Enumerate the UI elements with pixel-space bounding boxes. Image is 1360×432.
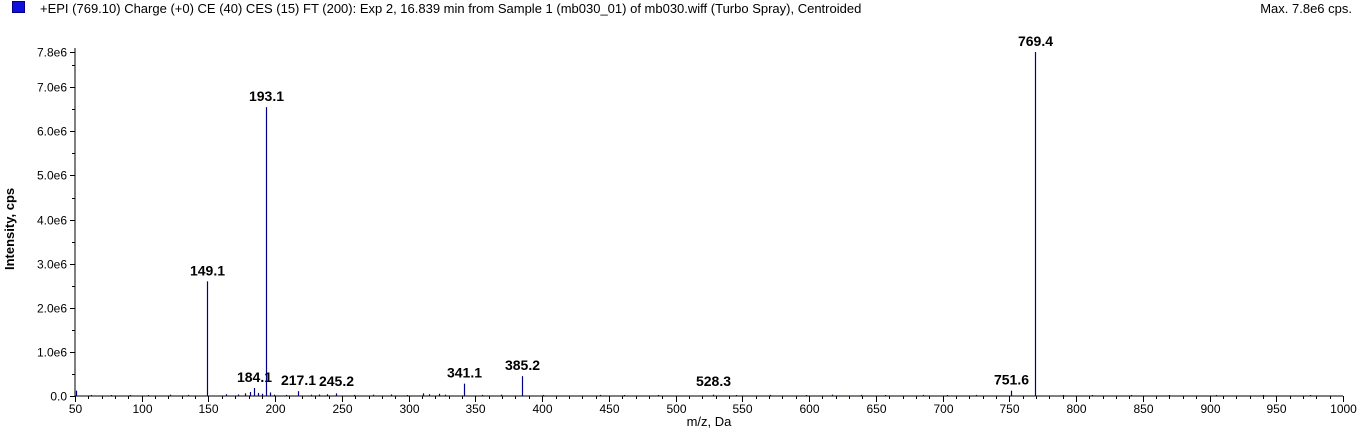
y-tick-label: 2.0e6 [37,302,67,316]
x-tick-label: 250 [332,402,352,416]
x-tick-label: 200 [265,402,285,416]
x-tick-label: 50 [69,402,83,416]
y-tick-label: 0.0 [50,390,67,404]
y-tick-label: 1.0e6 [37,346,67,360]
y-tick-label: 7.0e6 [37,81,67,95]
chart-peaks [75,52,1312,396]
y-tick-label: 6.0e6 [37,125,67,139]
peak-label: 385.2 [505,357,540,373]
x-tick-label: 850 [1133,402,1153,416]
y-tick-label: 7.8e6 [37,46,67,60]
x-tick-label: 900 [1200,402,1220,416]
peak-label: 184.1 [237,369,272,385]
peak-label: 769.4 [1018,33,1053,49]
peak-label: 245.2 [319,373,354,389]
x-axis-label-container: m/z, Da [0,414,1360,429]
x-tick-label: 650 [866,402,886,416]
x-tick-label: 1000 [1330,402,1357,416]
x-tick-label: 950 [1266,402,1286,416]
x-tick-label: 700 [933,402,953,416]
x-axis-label: m/z, Da [686,414,732,429]
x-tick-label: 400 [532,402,552,416]
chart-axes: 50 100 150 200 250 300 350 400 450 500 550 600 650 70… [37,46,1357,417]
peak-label: 193.1 [249,88,284,104]
peak-label: 528.3 [696,373,731,389]
x-tick-label: 350 [465,402,485,416]
peak-label: 217.1 [281,372,316,388]
x-tick-label: 750 [999,402,1019,416]
x-tick-label: 300 [399,402,419,416]
spectrum-title: +EPI (769.10) Charge (+0) CE (40) CES (1… [40,1,862,16]
x-tick-label: 600 [799,402,819,416]
max-intensity-label: Max. 7.8e6 cps. [1260,1,1352,16]
x-tick-label: 100 [132,402,152,416]
x-tick-label: 150 [198,402,218,416]
y-tick-label: 5.0e6 [37,169,67,183]
x-tick-label: 800 [1066,402,1086,416]
spectrum-header: +EPI (769.10) Charge (+0) CE (40) CES (1… [0,0,1360,18]
x-tick-label: 500 [666,402,686,416]
legend-swatch [12,1,25,13]
peak-label: 751.6 [994,372,1029,388]
peak-label: 149.1 [190,262,225,278]
y-tick-label: 3.0e6 [37,258,67,272]
y-tick-label: 4.0e6 [37,214,67,228]
x-tick-label: 450 [599,402,619,416]
x-tick-label: 550 [732,402,752,416]
peak-label: 341.1 [447,365,482,381]
chart-peak-labels: 149.1 184.1 193.1 217.1 245.2 341.1 385.2 528.3… [190,33,1053,389]
